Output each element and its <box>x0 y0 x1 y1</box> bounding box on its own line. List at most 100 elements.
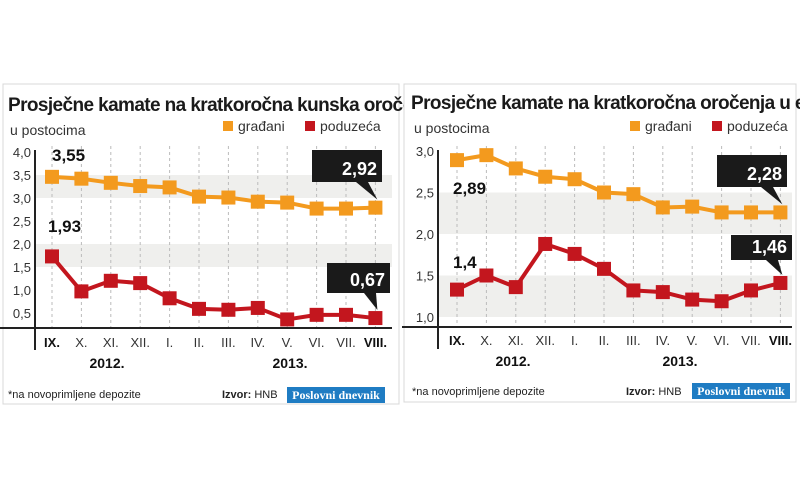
end-value-label: 2,28 <box>747 164 782 184</box>
y-tick-label: 3,0 <box>13 191 31 206</box>
chart-2: Prosječne kamate na kratkoročna oročenja… <box>402 83 800 403</box>
callout-box <box>717 155 787 187</box>
source: Izvor: HNB <box>222 389 278 401</box>
series-gradani: 3,55 2,92 <box>45 146 383 216</box>
data-point <box>597 185 611 200</box>
x-tick-label: IV. <box>250 335 265 350</box>
end-value-label: 0,67 <box>350 270 385 290</box>
data-point <box>685 292 700 307</box>
data-point <box>250 194 265 209</box>
y-tick-label: 4,0 <box>13 145 31 160</box>
data-point <box>479 268 494 283</box>
callout-box <box>312 150 382 182</box>
data-point <box>103 273 118 288</box>
data-point <box>133 276 148 291</box>
data-point <box>339 307 353 322</box>
x-tick-label: V. <box>687 333 698 348</box>
legend-swatch-poduzeca <box>712 121 722 131</box>
footnote: *na novoprimljene depozite <box>412 386 545 398</box>
legend-swatch-gradani <box>223 121 233 131</box>
callout-box <box>731 235 792 260</box>
data-point <box>626 187 641 202</box>
chart-subtitle: u postocima <box>414 120 490 136</box>
x-tick-label: VI. <box>714 333 730 348</box>
data-point <box>280 195 295 210</box>
data-point <box>368 200 383 215</box>
x-tick-label: II. <box>599 333 610 348</box>
x-tick-label: XII. <box>535 333 555 348</box>
data-point <box>685 199 700 214</box>
year-label: 2012. <box>89 355 124 371</box>
x-tick-label: I. <box>571 333 578 348</box>
data-point <box>538 236 553 251</box>
x-tick-label: XI. <box>508 333 524 348</box>
data-point <box>714 205 729 220</box>
x-tick-label: II. <box>194 335 205 350</box>
legend-swatch-poduzeca <box>305 121 315 131</box>
x-tick-label: I. <box>166 335 173 350</box>
x-tick-label: VII. <box>336 335 356 350</box>
y-tick-label: 2,0 <box>416 227 434 242</box>
x-tick-label: VI. <box>309 335 325 350</box>
grid-band <box>35 175 392 198</box>
data-point <box>626 283 641 298</box>
footnote: *na novoprimljene depozite <box>8 389 141 401</box>
chart-title: Prosječne kamate na kratkoročna oročenja… <box>411 93 800 114</box>
y-tick-label: 1,0 <box>13 283 31 298</box>
x-tick-label: X. <box>480 333 492 348</box>
y-tick-label: 3,0 <box>416 144 434 159</box>
callout-pointer <box>766 260 783 275</box>
year-label: 2013. <box>662 353 697 369</box>
source: Izvor: HNB <box>626 386 682 398</box>
x-tick-label: IX. <box>44 335 60 350</box>
x-tick-label: III. <box>626 333 640 348</box>
publisher-logo-text: Poslovni dnevnik <box>697 384 785 398</box>
y-tick-label: 2,0 <box>13 237 31 252</box>
publisher-logo-text: Poslovni dnevnik <box>292 388 380 402</box>
legend-label: poduzeća <box>320 118 381 134</box>
data-point <box>250 300 265 315</box>
year-label: 2013. <box>272 355 307 371</box>
year-label: 2012. <box>495 353 530 369</box>
data-point <box>309 201 324 216</box>
data-point <box>597 261 611 276</box>
x-tick-label: VIII. <box>364 335 387 350</box>
data-point <box>508 280 523 295</box>
data-point <box>567 172 582 187</box>
data-point <box>450 153 464 168</box>
data-point <box>74 284 89 299</box>
data-point <box>538 169 553 184</box>
start-value-label: 1,93 <box>48 217 81 236</box>
end-value-label: 2,92 <box>342 159 377 179</box>
chart-1: Prosječne kamate na kratkoročna kunska o… <box>0 83 440 405</box>
publisher-logo <box>692 383 790 399</box>
y-tick-label: 1,0 <box>416 310 434 325</box>
data-point <box>74 171 89 186</box>
legend-label: poduzeća <box>727 118 788 134</box>
y-tick-label: 3,5 <box>13 168 31 183</box>
data-point <box>45 249 59 264</box>
data-point <box>744 283 758 298</box>
publisher-logo <box>287 387 385 403</box>
legend-label: građani <box>238 118 285 134</box>
callout-box <box>327 263 390 293</box>
series-gradani: 2,89 2,28 <box>450 148 788 220</box>
y-tick-label: 2,5 <box>13 214 31 229</box>
data-point <box>368 311 383 326</box>
data-point <box>162 291 177 306</box>
data-point <box>744 205 758 220</box>
x-tick-label: V. <box>282 335 293 350</box>
data-point <box>339 201 353 216</box>
series-poduzeca: 1,4 1,46 <box>450 235 792 309</box>
y-tick-label: 1,5 <box>416 269 434 284</box>
x-tick-label: VII. <box>741 333 761 348</box>
callout-pointer <box>364 293 378 311</box>
data-point <box>162 180 177 195</box>
series-poduzeca: 1,93 0,67 <box>45 217 390 327</box>
data-point <box>133 179 148 194</box>
x-tick-label: III. <box>221 335 235 350</box>
source-label: Izvor: <box>222 389 251 401</box>
x-tick-label: XII. <box>130 335 150 350</box>
start-value-label: 1,4 <box>453 253 477 272</box>
